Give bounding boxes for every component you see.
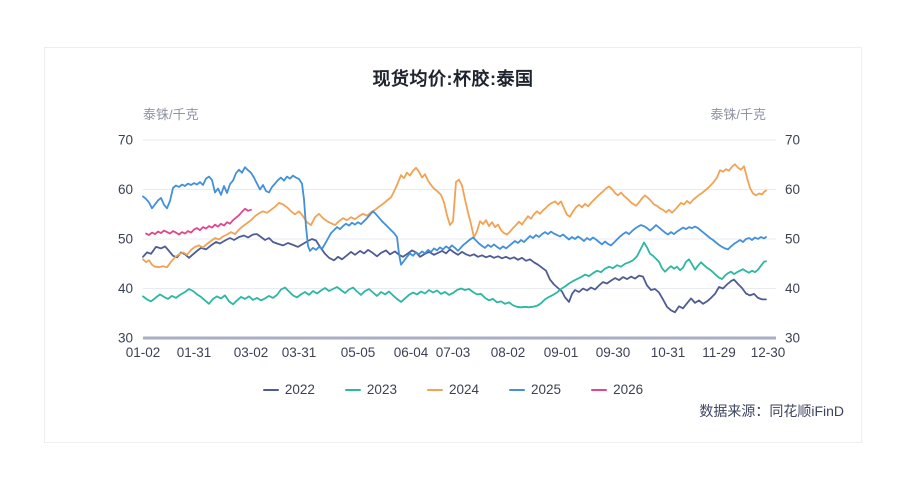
legend-label-2025: 2025 [531,382,562,397]
legend-label-2026: 2026 [613,382,644,397]
y-axis-unit-left: 泰铢/千克 [143,107,199,122]
y-tick-label: 70 [118,133,133,148]
y-tick-label: 40 [785,281,800,296]
x-tick-label: 01-31 [177,345,212,360]
y-tick-label: 50 [785,232,800,247]
x-tick-label: 03-31 [282,345,317,360]
legend-item-2026[interactable]: 2026 [591,382,643,397]
x-tick-label: 08-02 [491,345,526,360]
series-line-2023 [142,241,767,309]
legend-item-2022[interactable]: 2022 [262,382,315,397]
series-line-2026 [145,207,252,236]
y-axis-unit-right: 泰铢/千克 [710,107,766,122]
x-tick-label: 01-02 [126,345,161,360]
x-tick-label: 09-01 [544,345,579,360]
x-tick-label: 09-30 [596,345,631,360]
series-line-2024 [142,163,767,269]
chart-card: 现货均价:杯胶:泰国 泰铢/千克 泰铢/千克 70 70 60 60 50 50 40 40 3… [44,47,862,443]
legend-swatch-2026 [591,388,608,391]
legend-item-2023[interactable]: 2023 [344,382,397,397]
legend-label-2024: 2024 [448,382,480,397]
x-tick-label: 10-31 [651,345,686,360]
x-tick-label: 11-29 [702,345,736,360]
x-tick-label: 05-05 [341,345,376,360]
x-tick-label: 07-03 [436,345,471,360]
legend-swatch-2025 [509,388,526,391]
chart-title: 现货均价:杯胶:泰国 [372,69,534,89]
legend-swatch-2022 [262,388,279,391]
legend-label-2022: 2022 [284,382,315,397]
legend-item-2024[interactable]: 2024 [426,382,480,397]
x-tick-label: 03-02 [234,345,269,360]
x-tick-label: 12-30 [751,345,786,360]
y-tick-label: 60 [118,182,133,197]
y-tick-label: 30 [785,331,800,346]
y-tick-label: 30 [118,331,133,346]
y-tick-label: 40 [118,281,133,296]
y-tick-label: 60 [785,182,800,197]
series-line-2025 [142,166,767,266]
y-tick-label: 50 [118,232,133,247]
y-tick-label: 70 [785,133,800,148]
chart-legend: 2022 2023 2024 2025 2026 [45,382,861,397]
series-line-2022 [142,233,767,314]
legend-item-2025[interactable]: 2025 [509,382,561,397]
data-source: 数据来源：同花顺iFinD [699,403,844,419]
legend-swatch-2024 [426,388,443,391]
x-tick-label: 06-04 [394,345,429,360]
legend-label-2023: 2023 [366,382,397,397]
legend-swatch-2023 [344,388,361,391]
